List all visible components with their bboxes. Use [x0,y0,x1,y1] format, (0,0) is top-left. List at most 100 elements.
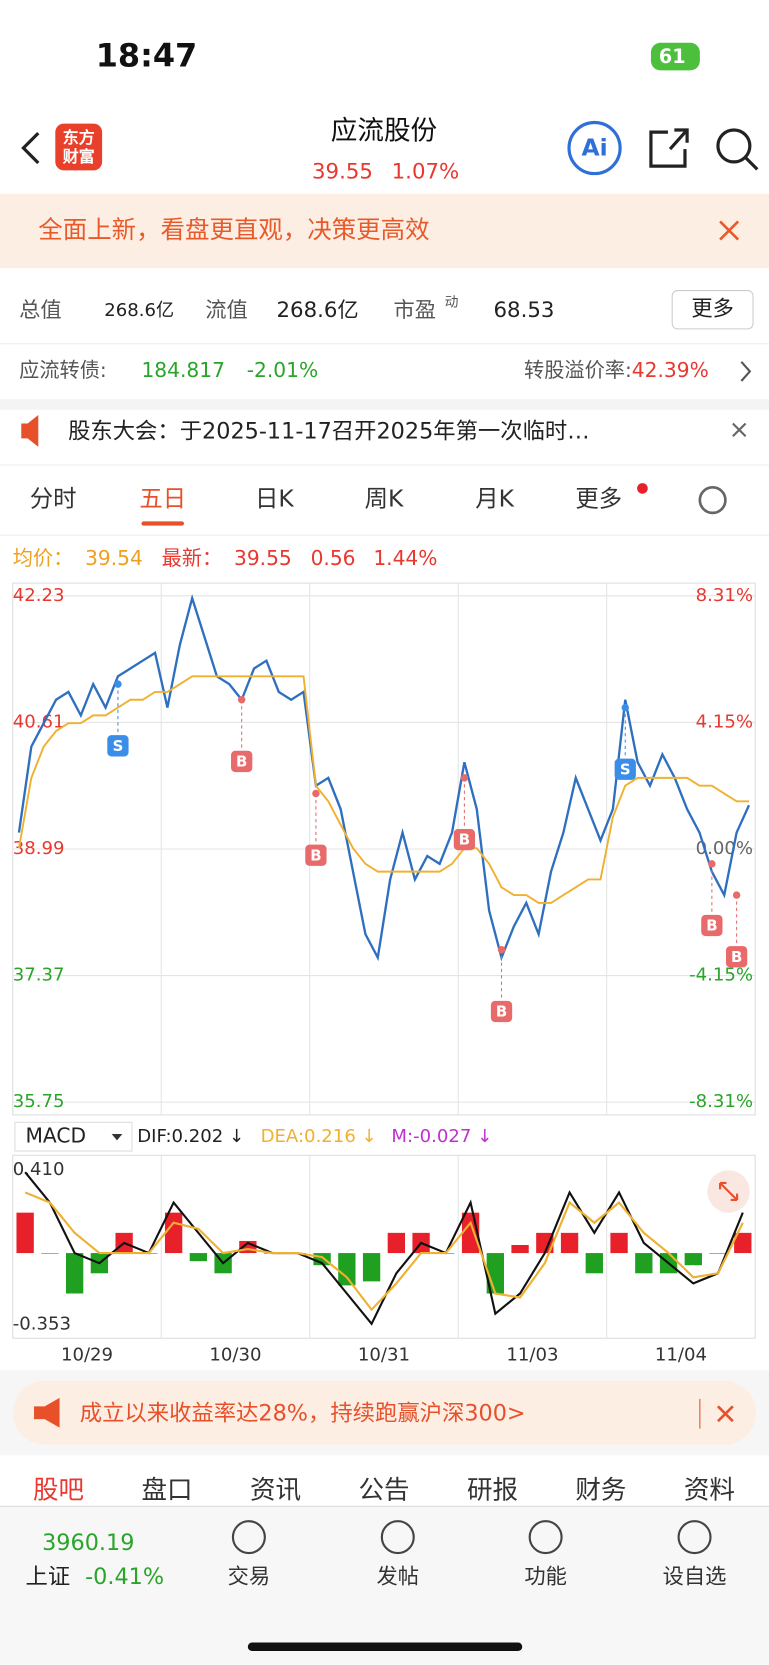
battery-level: 61 [659,45,686,68]
info-value: 268.6亿 [277,298,359,323]
stock-name: 应流股份 [331,116,437,147]
dif-label: DIF:0.202 ↓ [137,1126,244,1147]
y2-tick-label: 4.15% [696,712,753,733]
chart-tab[interactable]: 五日 [139,485,186,513]
marker-label: B [731,948,742,966]
macd-bar [536,1232,554,1254]
section-tab[interactable]: 研报 [467,1475,518,1505]
marker-label: B [496,1003,507,1021]
info-label: 总值 [19,298,62,323]
nav-label[interactable]: 功能 [524,1565,567,1590]
nav-label[interactable]: 交易 [228,1565,271,1590]
legend-item: 最新： [162,546,223,570]
marker-label: B [236,753,247,771]
marker-point [621,703,629,712]
battery [650,42,700,71]
section-tab[interactable]: 公告 [358,1475,409,1505]
nav-icon [380,1520,415,1555]
nav-icon [231,1520,266,1555]
marker-box [725,946,748,968]
back[interactable] [21,132,40,165]
search[interactable] [716,128,752,164]
expand-icon [719,1181,739,1202]
info-row: 总值 268.6亿 流值 268.6亿 市盈动 68.53 [19,294,554,323]
bottom-nav [0,1506,769,1665]
nav-label[interactable]: 发帖 [377,1565,420,1590]
macd-bar [16,1212,34,1254]
settings[interactable] [698,486,727,515]
nav-label[interactable]: 设自选 [663,1565,727,1590]
share[interactable] [649,128,689,168]
macd-bar [511,1244,529,1254]
y-tick-label: 37.37 [13,965,65,986]
macd-bar [189,1253,208,1262]
macd-bar [709,1253,727,1254]
section-tab[interactable]: 股吧 [33,1475,84,1505]
premium-value: 42.39% [632,358,709,382]
stock-price: 39.55 [312,160,373,185]
marker-point [460,774,469,782]
gap [0,399,769,410]
ad-text: 成立以来收益率达28%，持续跑赢沪深300> [80,1400,526,1426]
marker-box [453,828,476,851]
section-tab[interactable]: 盘口 [141,1475,192,1505]
ad[interactable] [12,1380,757,1445]
marker-point [708,860,716,868]
more-label: 更多 [691,297,734,322]
chart-tabs: 分时 五日 日K 周K 月K 更多 [30,483,648,526]
banner[interactable] [0,193,769,269]
dea-label: DEA:0.216 ↓ [261,1126,377,1147]
macd-title: MACD [26,1124,87,1148]
chart-tab[interactable]: 日K [255,485,294,513]
nav-icon [528,1520,563,1555]
info-label: 流值 [205,298,248,323]
macd-chart: 0.410 -0.353 [13,1155,752,1339]
section-tab[interactable]: 财务 [575,1475,626,1505]
legend-item: 39.55 [234,546,292,570]
marker-box [701,914,723,937]
marker-box [107,735,129,757]
banner-text: 全面上新，看盘更直观，决策更高效 [38,215,429,244]
section-tabs: 股吧 盘口 资讯 公告 研报 财务 资料 [33,1475,735,1505]
nav-items: 交易 发帖 功能 设自选 [228,1520,727,1590]
macd-bar [585,1253,603,1274]
chart-tab[interactable]: 周K [365,485,404,513]
marker-point [312,789,320,798]
macd-tick-label: -0.353 [13,1313,71,1334]
price-line [18,675,749,904]
info-sup: 动 [445,294,459,310]
section-tab[interactable]: 资料 [684,1475,735,1505]
banner-close[interactable] [719,220,740,241]
x-tick-label: 11/04 [655,1344,707,1365]
marker-box [614,758,636,780]
tab-dot [637,483,648,494]
more-button[interactable] [671,290,754,330]
section-tab[interactable]: 资讯 [250,1475,301,1505]
macd-line [24,1191,744,1312]
macd-bar [560,1232,579,1254]
macd-select[interactable] [14,1121,133,1152]
ad-close[interactable] [717,1405,734,1423]
ai-button[interactable] [567,120,622,176]
chart-tab[interactable]: 月K [475,485,514,513]
notice-close[interactable] [732,422,747,438]
marker-label: B [459,831,470,849]
marker-box [305,844,327,866]
ai-label: Ai [582,134,608,162]
chart-tab[interactable]: 更多 [575,485,622,513]
x-tick-label: 11/03 [506,1344,558,1365]
chart-tab[interactable]: 分时 [30,485,77,513]
speaker [21,415,39,447]
x-tick-label: 10/31 [358,1344,410,1365]
m-label: M:-0.027 ↓ [391,1126,492,1147]
marker-point [114,680,122,688]
marker-point [237,696,246,704]
x-tick-label: 10/30 [209,1344,261,1365]
notice[interactable]: 股东大会：于2025-11-17召开2025年第一次临时… [68,419,590,445]
stock-change: 1.07% [392,160,460,185]
nav-icon [677,1520,712,1555]
ad-icon [34,1397,60,1428]
price-chart: 42.23 40.61 38.99 37.37 35.75 8.31% 4.15% 0.00%… [13,583,756,1365]
y2-tick-label: 0.00% [696,838,753,859]
